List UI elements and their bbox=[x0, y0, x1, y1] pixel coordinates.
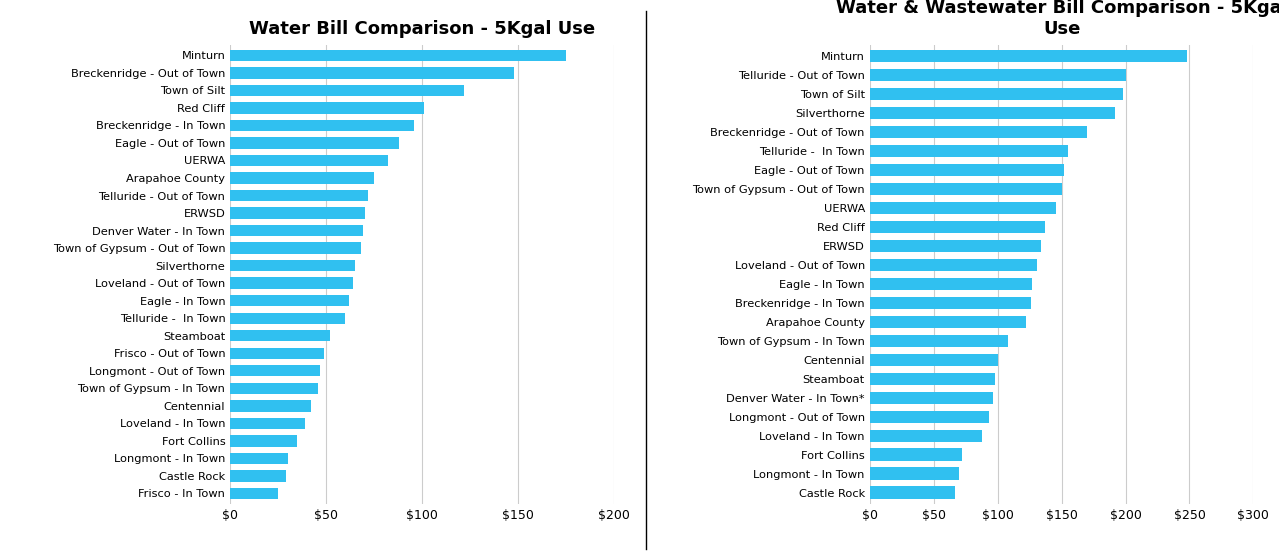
Bar bbox=[230, 207, 365, 219]
Bar bbox=[870, 430, 982, 442]
Bar bbox=[870, 145, 1068, 157]
Bar bbox=[870, 297, 1031, 309]
Bar bbox=[870, 487, 955, 499]
Bar bbox=[230, 120, 414, 131]
Bar bbox=[870, 410, 989, 423]
Bar bbox=[870, 107, 1115, 119]
Bar bbox=[870, 316, 1026, 328]
Bar bbox=[870, 335, 1008, 347]
Title: Water Bill Comparison - 5Kgal Use: Water Bill Comparison - 5Kgal Use bbox=[249, 20, 595, 38]
Bar bbox=[870, 353, 998, 366]
Bar bbox=[870, 126, 1087, 138]
Bar bbox=[230, 418, 304, 429]
Bar bbox=[230, 435, 297, 447]
Bar bbox=[870, 69, 1126, 81]
Bar bbox=[230, 172, 373, 184]
Bar bbox=[870, 240, 1041, 252]
Bar bbox=[230, 225, 363, 236]
Bar bbox=[230, 190, 368, 201]
Bar bbox=[230, 382, 318, 394]
Bar bbox=[230, 452, 288, 464]
Bar bbox=[230, 277, 353, 289]
Bar bbox=[230, 67, 514, 78]
Bar bbox=[870, 221, 1045, 233]
Bar bbox=[230, 85, 464, 96]
Bar bbox=[230, 400, 311, 412]
Bar bbox=[870, 372, 995, 385]
Bar bbox=[870, 468, 959, 480]
Bar bbox=[870, 50, 1187, 62]
Bar bbox=[230, 295, 349, 306]
Bar bbox=[870, 278, 1032, 290]
Bar bbox=[230, 50, 565, 61]
Bar bbox=[230, 260, 354, 272]
Bar bbox=[230, 470, 285, 482]
Bar bbox=[230, 102, 423, 114]
Bar bbox=[230, 348, 325, 359]
Bar bbox=[870, 202, 1056, 214]
Bar bbox=[230, 365, 320, 376]
Bar bbox=[870, 164, 1064, 176]
Title: Water & Wastewater Bill Comparison - 5Kgal
Use: Water & Wastewater Bill Comparison - 5Kg… bbox=[835, 0, 1279, 38]
Bar bbox=[870, 259, 1037, 271]
Bar bbox=[870, 391, 993, 404]
Bar bbox=[230, 137, 399, 148]
Bar bbox=[230, 312, 345, 324]
Bar bbox=[230, 488, 279, 499]
Bar bbox=[870, 88, 1123, 100]
Bar bbox=[230, 330, 330, 342]
Bar bbox=[870, 449, 962, 461]
Bar bbox=[230, 242, 361, 254]
Bar bbox=[870, 183, 1062, 195]
Bar bbox=[230, 155, 388, 166]
